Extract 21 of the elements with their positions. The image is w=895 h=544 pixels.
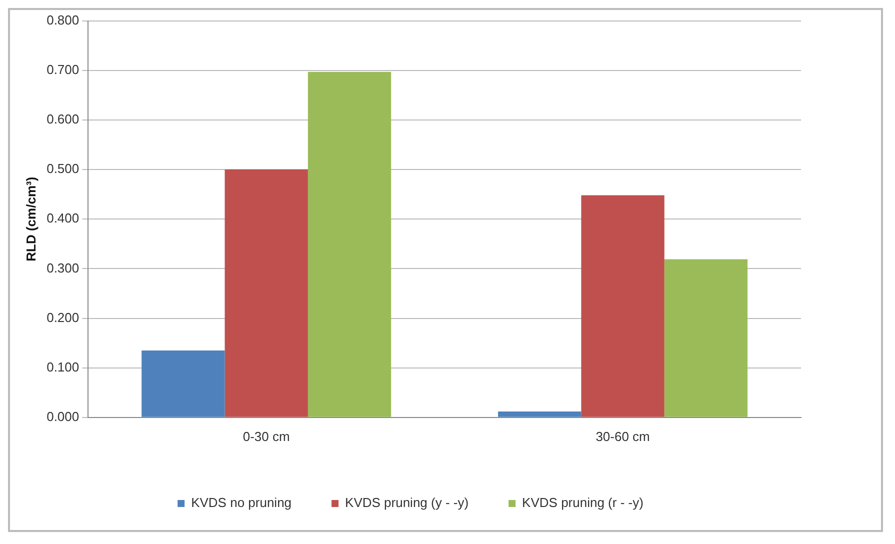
bar xyxy=(308,72,392,417)
bar xyxy=(142,350,225,417)
bar xyxy=(664,259,748,417)
y-tick-label: 0.500 xyxy=(46,161,80,176)
y-tick-label: 0.400 xyxy=(46,210,80,226)
x-tick-label: 0-30 cm xyxy=(242,428,290,444)
y-tick-label: 0.700 xyxy=(46,62,80,77)
legend-label: KVDS pruning (r - -y) xyxy=(522,495,644,510)
legend-label: KVDS pruning (y - -y) xyxy=(345,495,469,510)
x-tick-label: 30-60 cm xyxy=(596,428,650,444)
legend-label: KVDS no pruning xyxy=(191,495,292,510)
y-tick-label: 0.100 xyxy=(46,359,80,374)
y-tick-label: 0.200 xyxy=(46,310,80,325)
y-tick-label: 0.300 xyxy=(46,260,80,276)
y-tick-label: 0.600 xyxy=(46,112,80,127)
y-tick-label: 0.000 xyxy=(46,408,80,424)
y-axis-title: RLD (cm/cm³) xyxy=(23,176,38,262)
bar xyxy=(224,170,308,417)
y-tick-label: 0.800 xyxy=(46,12,80,28)
bar xyxy=(581,195,664,417)
bar xyxy=(498,411,582,417)
